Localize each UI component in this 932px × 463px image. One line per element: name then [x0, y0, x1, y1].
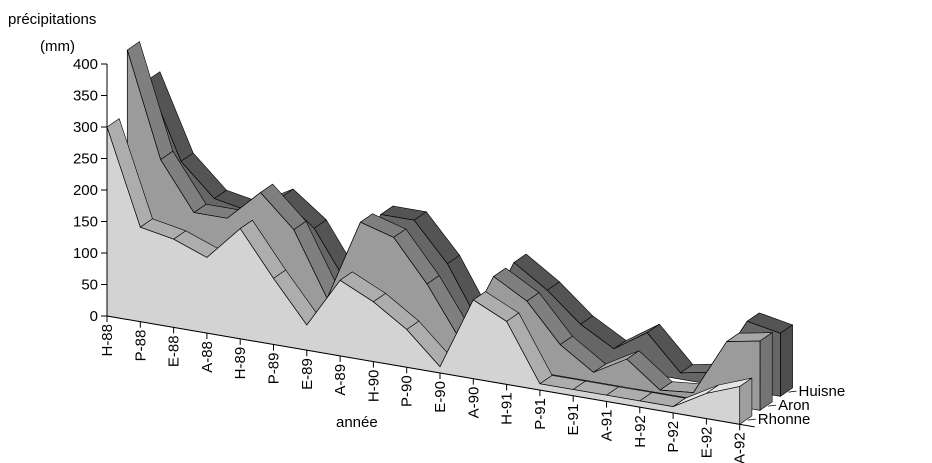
x-tick-label: H-88 [99, 324, 116, 357]
x-tick-label: H-92 [632, 415, 649, 448]
x-tick-label: P-89 [266, 353, 283, 385]
x-tick-label: P-91 [532, 398, 549, 430]
series-endcap-huisne [780, 324, 793, 397]
y-axis-label-line2: (mm) [40, 38, 75, 55]
x-tick-label: E-92 [698, 427, 715, 459]
x-tick-label: A-88 [199, 341, 216, 373]
y-tick-label: 300 [73, 119, 98, 136]
x-axis [106, 315, 755, 428]
series-endcap-aron [759, 332, 773, 411]
x-tick-label: A-89 [332, 364, 349, 396]
y-tick-label: 250 [73, 151, 98, 168]
y-tick-label: 350 [73, 88, 98, 105]
y-tick-label: 150 [73, 214, 98, 231]
y-tick-label: 200 [73, 182, 98, 199]
x-tick-label: P-90 [399, 375, 416, 407]
x-axis-label: année [336, 414, 378, 431]
y-tick-label: 50 [81, 277, 98, 294]
x-tick-label: A-90 [465, 387, 482, 419]
x-tick-label: P-88 [132, 330, 149, 362]
y-tick-label: 100 [73, 245, 98, 262]
legend-tick [788, 390, 797, 393]
x-tick-label: A-92 [732, 432, 749, 463]
x-tick-label: E-90 [432, 381, 449, 413]
x-tick-label: P-92 [665, 421, 682, 453]
series-area-rhonne [106, 126, 741, 425]
x-tick-label: E-89 [299, 358, 316, 390]
legend-tick [768, 404, 777, 407]
legend-label-rhonne: Rhonne [758, 411, 811, 428]
x-tick-label: H-89 [232, 347, 249, 380]
x-tick-label: H-91 [499, 392, 516, 425]
y-tick-label: 0 [90, 308, 98, 325]
x-tick-label: H-90 [365, 370, 382, 403]
legend-tick [747, 418, 756, 421]
legend-label-aron: Aron [778, 397, 810, 414]
y-tick-label: 400 [73, 56, 98, 73]
x-tick-label: E-91 [565, 404, 582, 436]
x-tick-label: E-88 [166, 335, 183, 367]
chart-series [106, 41, 794, 425]
series-endcap-rhonne [739, 377, 753, 425]
y-axis-label-line1: précipitations [8, 11, 96, 28]
legend-label-huisne: Huisne [799, 383, 846, 400]
x-tick-label: A-91 [599, 410, 616, 442]
